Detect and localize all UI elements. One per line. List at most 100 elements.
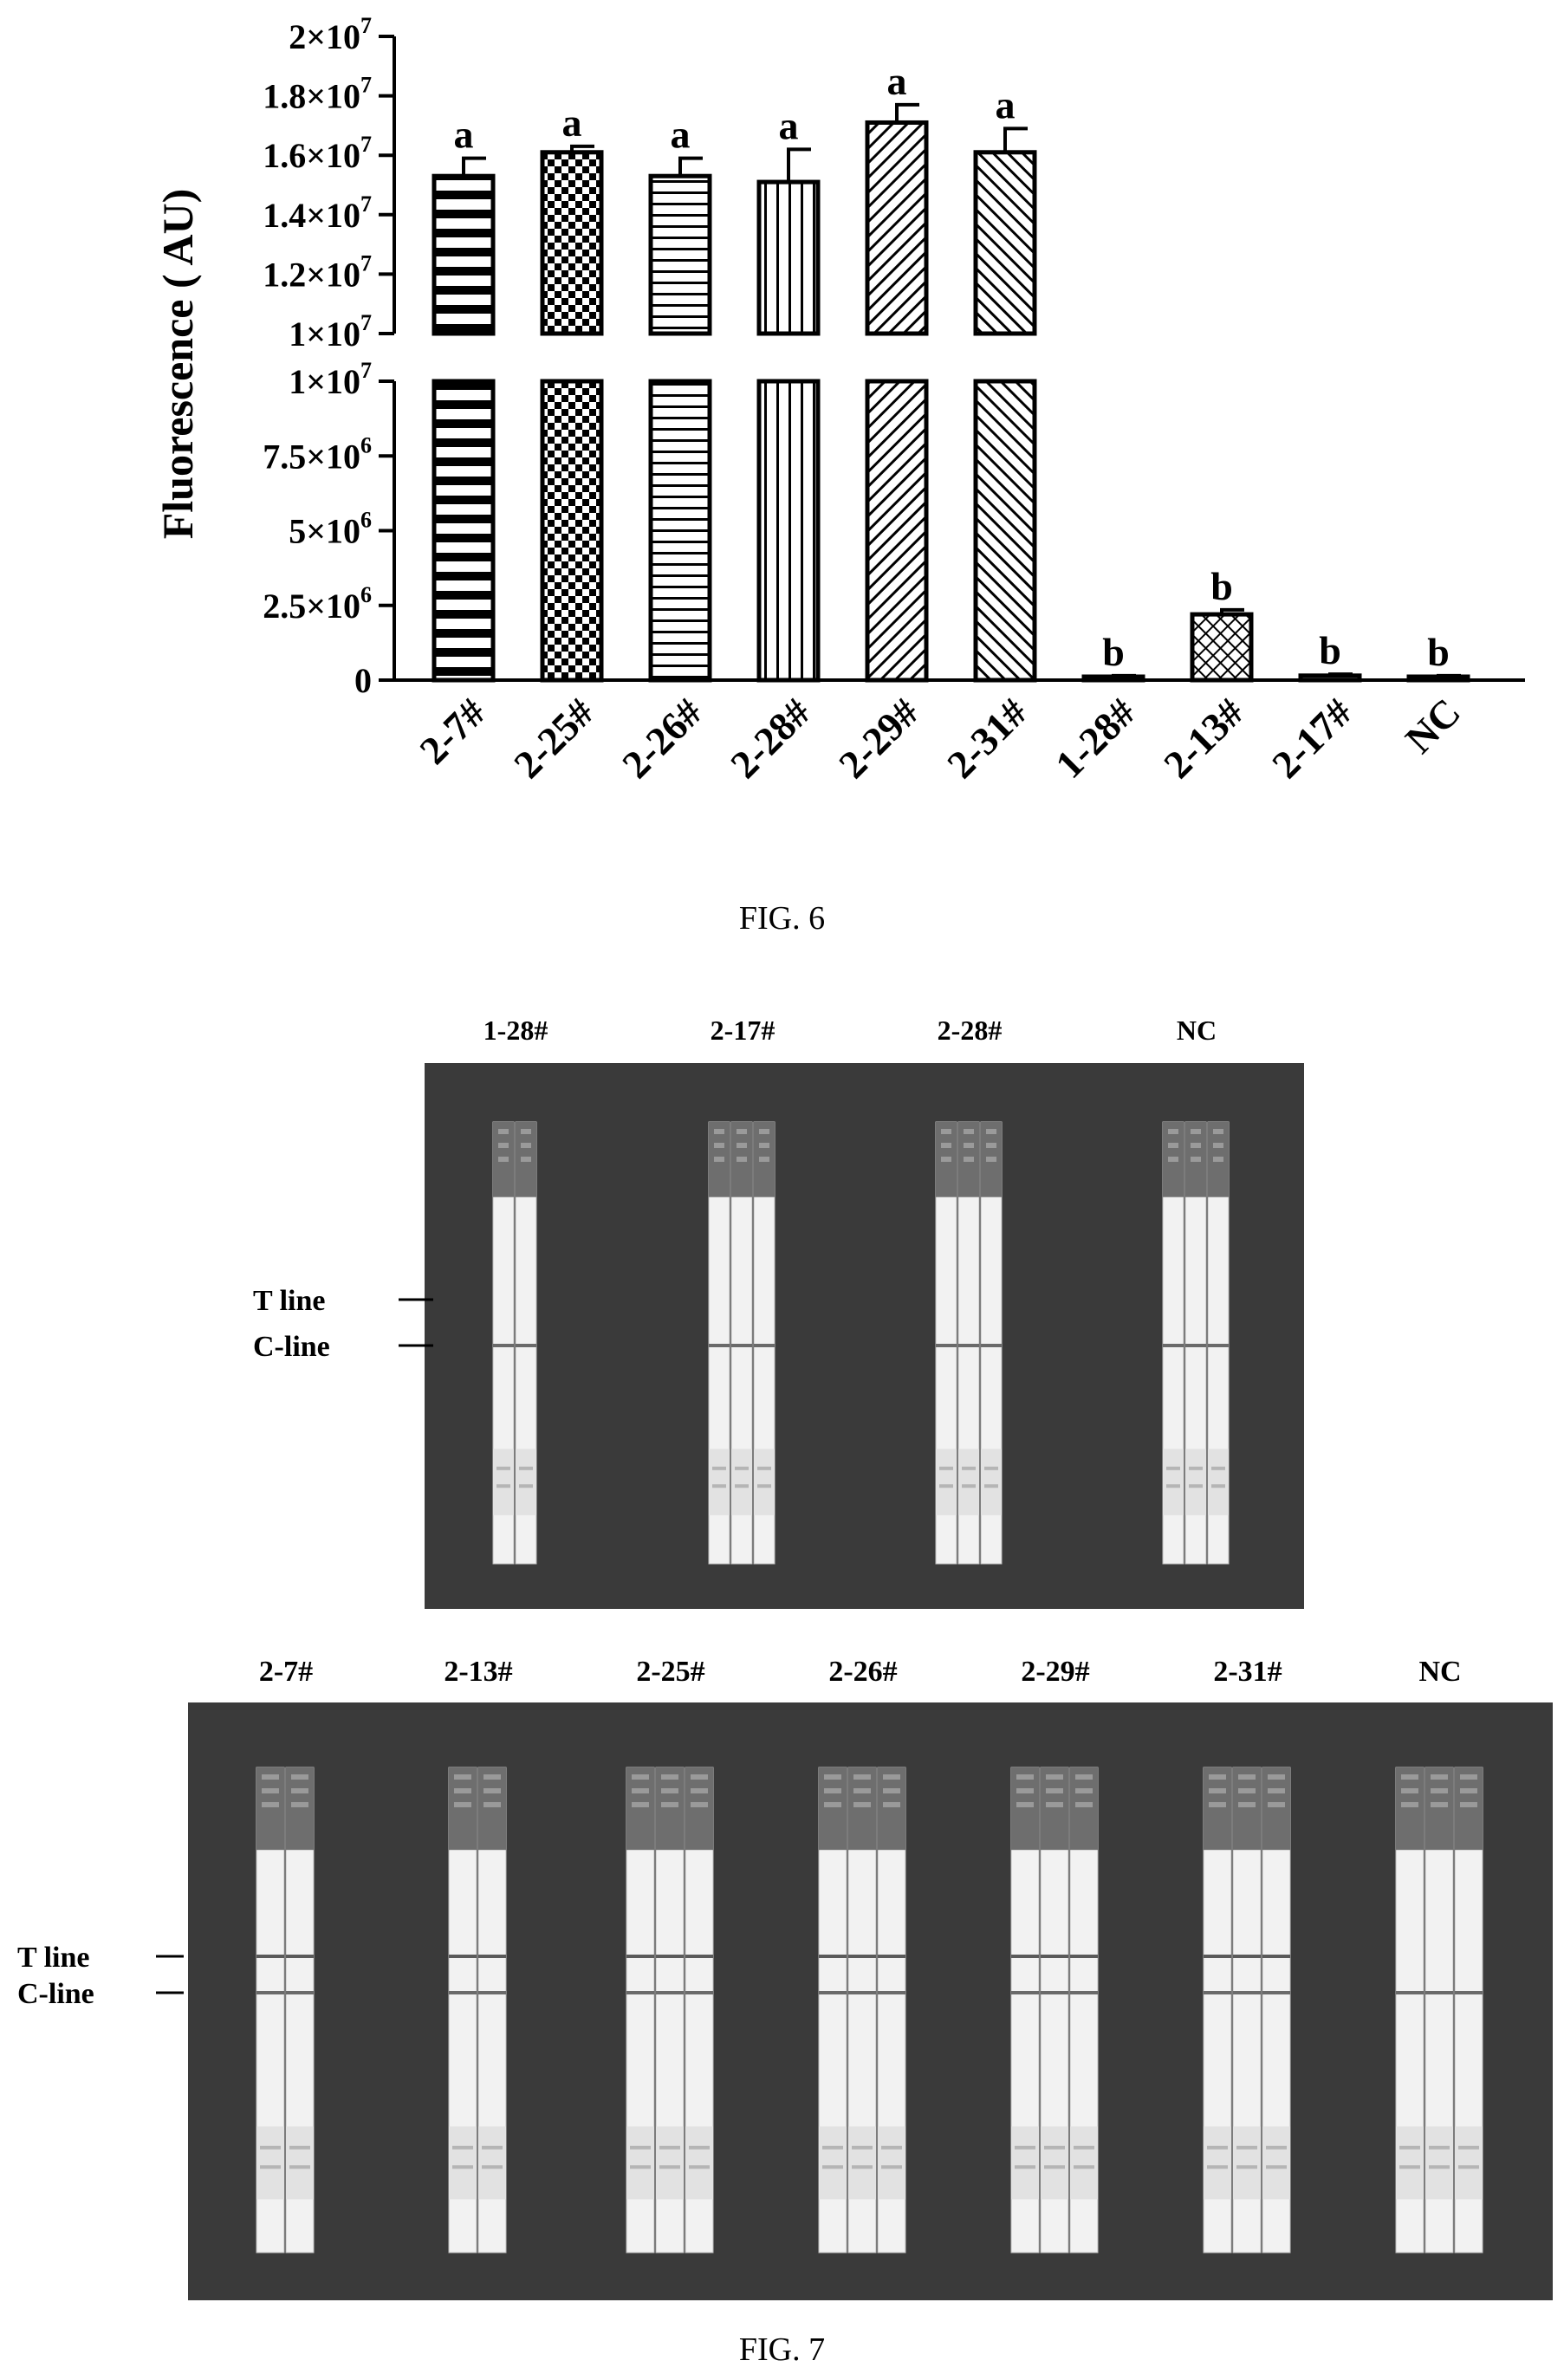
strip-pad-mark — [630, 2145, 651, 2150]
strip-header — [1208, 1122, 1229, 1197]
strip-pad-mark — [822, 2145, 843, 2150]
y-axis-title: Fluorescence ( AU) — [153, 189, 202, 540]
c-line-band — [1208, 1344, 1229, 1347]
strip-pad — [286, 2126, 314, 2200]
strip-pad-mark — [689, 2145, 710, 2150]
strip-pad-mark — [1236, 2165, 1257, 2169]
test-strip — [1010, 1767, 1040, 2254]
y-upper-tick-label: 1.6×107 — [263, 132, 372, 175]
strip-pad-mark — [1074, 2145, 1094, 2150]
sample-label: NC — [1177, 1015, 1217, 1046]
bar — [540, 150, 604, 336]
test-strip — [1424, 1767, 1454, 2254]
strip-header-print — [521, 1143, 531, 1148]
significance-label: a — [887, 59, 907, 103]
figure-7-caption: FIG. 7 — [738, 2331, 826, 2368]
strip-pad-mark — [496, 1466, 510, 1470]
y-upper-tick-label: 1.2×107 — [263, 250, 372, 294]
x-tick-label: 2-7# — [411, 690, 494, 773]
strip-pad-mark — [630, 2165, 651, 2169]
significance-label: a — [671, 113, 691, 157]
c-line-band — [754, 1344, 775, 1347]
strip-header-print — [883, 1774, 900, 1780]
test-strip — [285, 1767, 315, 2254]
strip-pad-mark — [1458, 2165, 1479, 2169]
t-line-band — [685, 1955, 713, 1958]
strip-header-print — [1209, 1802, 1226, 1807]
strip-pad-mark — [962, 1466, 976, 1470]
strip-header-print — [262, 1774, 279, 1780]
strip-header-print — [262, 1788, 279, 1793]
strip-pad — [1163, 1449, 1184, 1515]
strip-header — [709, 1122, 730, 1197]
strip-header-print — [1213, 1157, 1223, 1162]
test-strip — [1395, 1767, 1424, 2254]
c-line-band — [449, 1991, 477, 1994]
strip-pad — [1041, 2126, 1068, 2200]
strip-header-print — [1016, 1774, 1034, 1780]
strip-pad — [493, 1449, 514, 1515]
strip-pad — [848, 2126, 876, 2200]
strip-group — [935, 1121, 1003, 1565]
strip-pad — [754, 1449, 775, 1515]
strip-pad-mark — [1266, 2145, 1287, 2150]
strip-pad — [1070, 2126, 1098, 2200]
test-strip — [753, 1121, 776, 1565]
significance-label: a — [779, 103, 799, 147]
strip-pad-mark — [1044, 2145, 1065, 2150]
strip-header-print — [737, 1129, 747, 1134]
c-line-band — [1041, 1991, 1068, 1994]
strip-header-print — [759, 1129, 769, 1134]
c-line-band — [685, 1991, 713, 1994]
strip-header-print — [853, 1788, 871, 1793]
strip-header-print — [853, 1774, 871, 1780]
bar-group: a — [865, 59, 929, 683]
strip-header-print — [1238, 1774, 1256, 1780]
strip-pad — [981, 1449, 1002, 1515]
strip-header-print — [964, 1143, 974, 1148]
c-line-label: C-line — [17, 1978, 94, 2010]
strip-header-print — [521, 1129, 531, 1134]
strip-header-print — [291, 1802, 308, 1807]
strip-header-print — [632, 1774, 649, 1780]
strip-header-print — [1431, 1802, 1448, 1807]
strip-header-print — [1213, 1129, 1223, 1134]
test-strip — [1162, 1121, 1184, 1565]
strip-header — [754, 1122, 775, 1197]
strip-header-print — [483, 1774, 501, 1780]
strip-pad-mark — [984, 1466, 998, 1470]
significance-label: b — [1210, 564, 1233, 608]
strip-pad-mark — [1211, 1466, 1225, 1470]
strip-header — [656, 1767, 684, 1851]
strip-pad — [1233, 2126, 1261, 2200]
test-strip — [730, 1121, 753, 1565]
strip-group — [1010, 1767, 1099, 2254]
bar — [756, 179, 821, 336]
strip-pad — [709, 1449, 730, 1515]
strip-pad-mark — [659, 2165, 680, 2169]
c-line-band — [878, 1991, 905, 1994]
test-strip — [1262, 1767, 1291, 2254]
strip-group — [492, 1121, 537, 1565]
strip-header-print — [632, 1788, 649, 1793]
y-upper-tick-label: 2×107 — [289, 13, 372, 56]
strip-pad-mark — [482, 2145, 503, 2150]
strip-pad-mark — [1266, 2165, 1287, 2169]
strip-header — [1204, 1767, 1231, 1851]
significance-label: a — [996, 82, 1016, 126]
strip-header — [848, 1767, 876, 1851]
t-line-band — [848, 1955, 876, 1958]
c-line-label: C-line — [253, 1331, 330, 1363]
strip-header-print — [1401, 1774, 1418, 1780]
t-line-band — [449, 1955, 477, 1958]
strip-pad-mark — [659, 2145, 680, 2150]
bar-group: a — [432, 113, 496, 683]
photo-background — [425, 1063, 1304, 1609]
test-strip — [1040, 1767, 1069, 2254]
strip-pad — [819, 2126, 847, 2200]
strip-header — [1070, 1767, 1098, 1851]
strip-header-print — [1075, 1774, 1093, 1780]
strip-header — [516, 1122, 536, 1197]
strip-header-print — [498, 1129, 509, 1134]
strip-pad-mark — [289, 2165, 310, 2169]
